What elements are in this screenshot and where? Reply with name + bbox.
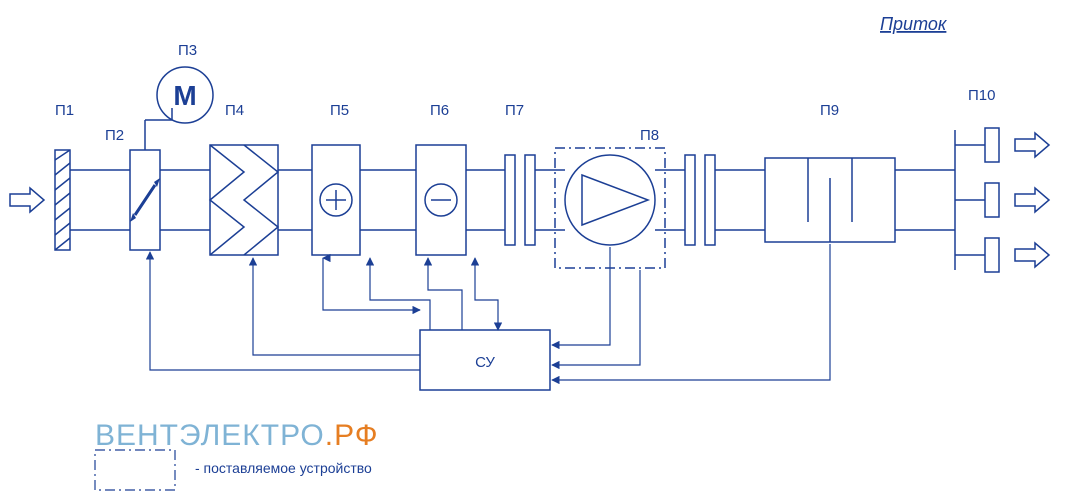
brand-part2: .РФ bbox=[325, 419, 379, 452]
svg-text:ВЕНТЭЛЕКТРО.РФ: ВЕНТЭЛЕКТРО.РФ bbox=[95, 419, 379, 452]
legend: - поставляемое устройство bbox=[95, 450, 372, 490]
label-p7: П7 bbox=[505, 102, 524, 119]
node-p2 bbox=[130, 108, 172, 250]
node-p9 bbox=[765, 158, 895, 242]
brand-part1: ВЕНТЭЛЕКТРО bbox=[95, 419, 325, 452]
legend-text: - поставляемое устройство bbox=[195, 460, 372, 476]
node-flex2 bbox=[685, 155, 715, 245]
brand-watermark: ВЕНТЭЛЕКТРО.РФ bbox=[95, 419, 379, 452]
label-p3: П3 bbox=[178, 42, 197, 59]
control-unit-label: СУ bbox=[475, 354, 495, 371]
label-p2: П2 bbox=[105, 127, 124, 144]
control-unit: СУ bbox=[420, 330, 550, 390]
label-p6: П6 bbox=[430, 102, 449, 119]
node-p4 bbox=[210, 145, 278, 255]
node-p1 bbox=[55, 150, 70, 250]
flow-arrows bbox=[10, 133, 1049, 267]
node-p10 bbox=[955, 128, 999, 272]
label-p9: П9 bbox=[820, 102, 839, 119]
duct-lines bbox=[70, 170, 955, 230]
node-p3: M bbox=[157, 67, 213, 123]
node-p6 bbox=[416, 145, 466, 255]
label-p4: П4 bbox=[225, 102, 244, 119]
hvac-diagram: Приток bbox=[0, 0, 1066, 504]
label-p5: П5 bbox=[330, 102, 349, 119]
node-p7 bbox=[505, 155, 535, 245]
label-p8: П8 bbox=[640, 127, 659, 144]
label-p1: П1 bbox=[55, 102, 74, 119]
label-p10: П10 bbox=[968, 87, 995, 104]
node-p5 bbox=[312, 145, 360, 255]
diagram-title: Приток bbox=[880, 14, 948, 34]
motor-text: M bbox=[173, 80, 196, 111]
